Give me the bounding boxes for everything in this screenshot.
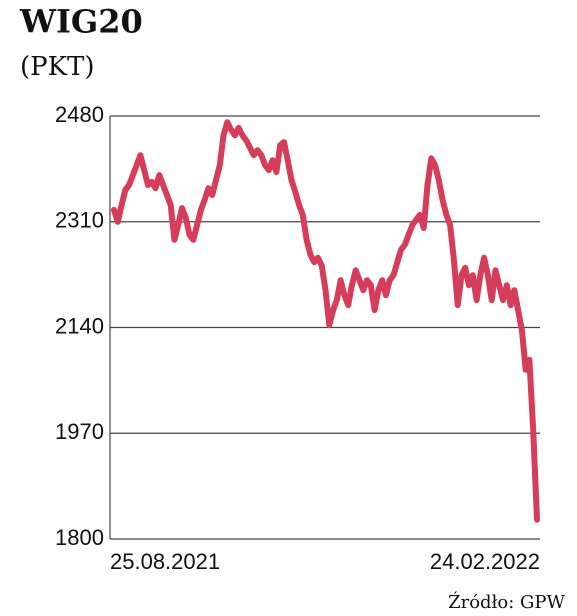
y-tick-label: 2140	[55, 313, 104, 338]
chart-title: WIG20	[19, 3, 143, 41]
x-tick-label: 25.08.2021	[110, 549, 220, 574]
y-tick-label: 1800	[55, 525, 104, 550]
chart-subtitle: (PKT)	[20, 52, 95, 82]
y-tick-label: 2310	[55, 208, 104, 233]
y-tick-label: 2480	[55, 102, 104, 127]
x-tick-label: 24.02.2022	[430, 549, 540, 574]
line	[111, 119, 540, 523]
source: Źródło: GPW	[448, 590, 565, 613]
y-tick-label: 1970	[55, 419, 104, 444]
